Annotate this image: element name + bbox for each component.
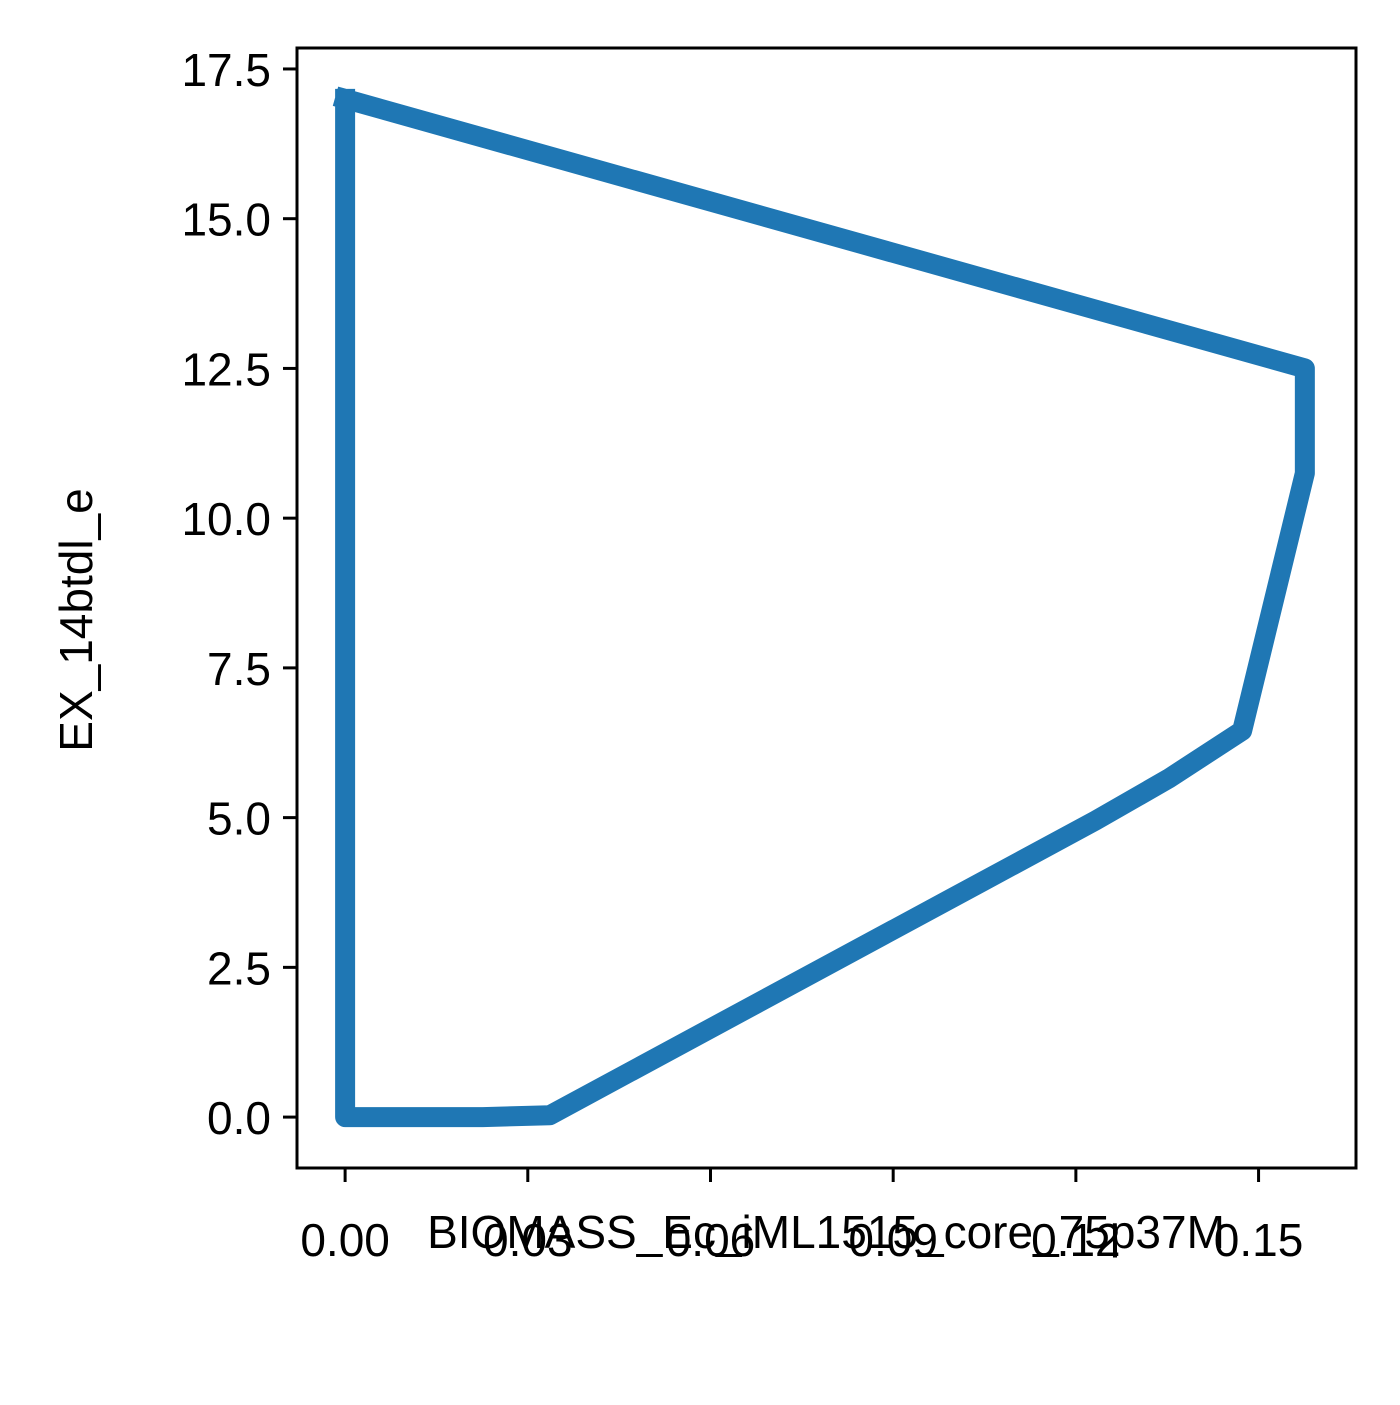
y-tick-label: 12.5 (181, 343, 271, 395)
y-tick-label: 2.5 (207, 942, 271, 994)
y-tick-label: 5.0 (207, 793, 271, 845)
plot-area (332, 86, 1315, 1128)
x-axis-label: BIOMASS_Ec_iML1515_core_75p37M (427, 1206, 1225, 1258)
x-tick-label: 0.09 (848, 1214, 938, 1266)
y-tick-label: 15.0 (181, 194, 271, 246)
series-line-0 (332, 86, 1315, 1128)
x-tick-label: 0.03 (483, 1214, 573, 1266)
y-tick-label: 7.5 (207, 643, 271, 695)
axes: 0.00 0.03 0.06 0.09 0.12 0.15 0.0 2.5 5.0 7.5 10.0… (181, 44, 1358, 1266)
axes-frame (295, 46, 1358, 1170)
y-tick-label: 10.0 (181, 493, 271, 545)
x-tick-label: 0.06 (666, 1214, 756, 1266)
y-tick-label: 0.0 (207, 1092, 271, 1144)
x-tick-label: 0.12 (1031, 1214, 1121, 1266)
x-tick-label: 0.15 (1214, 1214, 1304, 1266)
y-axis-label: EX_14btdl_e (50, 488, 102, 751)
y-tick-label: 17.5 (181, 44, 271, 96)
x-tick-label: 0.00 (300, 1214, 390, 1266)
